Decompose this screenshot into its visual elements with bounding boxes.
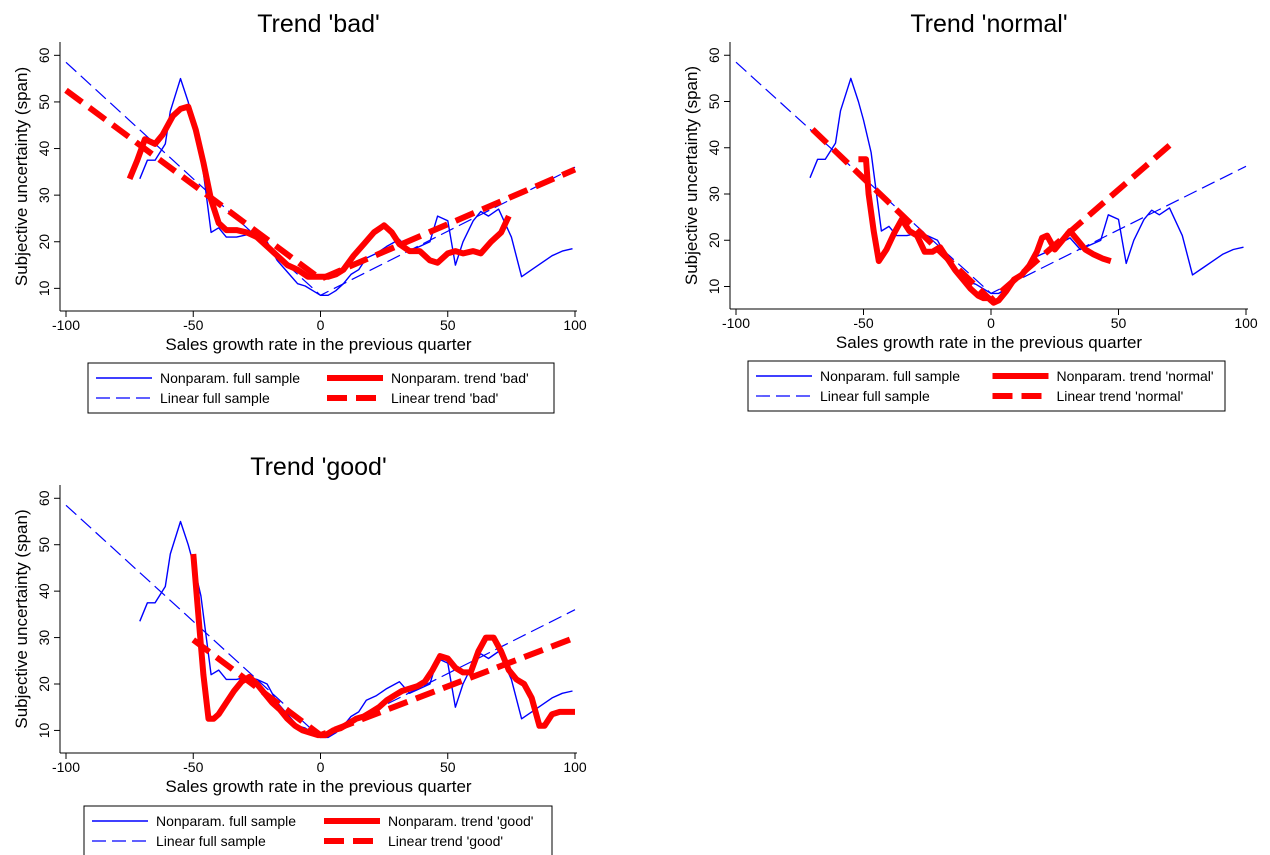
y-tick-label: 50 bbox=[36, 537, 52, 553]
x-tick-label: 50 bbox=[1111, 315, 1127, 331]
x-axis-title: Sales growth rate in the previous quarte… bbox=[836, 333, 1143, 352]
legend: Nonparam. full sample Nonparam. trend 'go… bbox=[83, 805, 553, 855]
legend-box bbox=[83, 805, 553, 855]
legend-label: Nonparam. trend 'good' bbox=[388, 813, 533, 829]
y-tick-label: 60 bbox=[706, 47, 722, 63]
legend-label: Linear full sample bbox=[156, 833, 266, 849]
x-tick-label: -100 bbox=[52, 317, 80, 333]
legend-label: Linear full sample bbox=[160, 390, 270, 406]
y-tick-label: 20 bbox=[36, 234, 52, 250]
y-axis-title: Subjective uncertainty (span) bbox=[12, 67, 31, 286]
legend-label: Nonparam. full sample bbox=[820, 368, 960, 384]
y-tick-label: 30 bbox=[706, 186, 722, 202]
x-tick-label: 100 bbox=[1234, 315, 1258, 331]
chart-title: Trend 'good' bbox=[250, 453, 387, 481]
x-tick-label: -50 bbox=[183, 317, 203, 333]
chart-panel-3: Trend 'good' -100 -50 0 50 100 10 20 30 40 50 60 Sal… bbox=[12, 453, 587, 855]
legend-label: Nonparam. full sample bbox=[156, 813, 296, 829]
x-tick-label: -100 bbox=[52, 759, 80, 775]
series-line-1 bbox=[809, 77, 1244, 295]
series-line-4 bbox=[191, 634, 577, 739]
series-line-4 bbox=[810, 127, 1172, 304]
legend-label: Linear full sample bbox=[820, 388, 930, 404]
y-axis-title: Subjective uncertainty (span) bbox=[682, 66, 701, 285]
y-tick-label: 50 bbox=[36, 94, 52, 110]
y-tick-label: 40 bbox=[706, 140, 722, 156]
x-tick-label: 50 bbox=[440, 759, 456, 775]
series-line-2 bbox=[65, 504, 576, 739]
x-tick-label: -100 bbox=[722, 315, 750, 331]
x-tick-label: -50 bbox=[183, 759, 203, 775]
x-axis-title: Sales growth rate in the previous quarte… bbox=[165, 777, 472, 796]
series-line-2 bbox=[735, 61, 1247, 294]
series-line-4 bbox=[64, 87, 577, 282]
y-tick-label: 10 bbox=[36, 280, 52, 296]
y-tick-label: 30 bbox=[36, 630, 52, 646]
chart-panel-2: Trend 'normal' -100 -50 0 50 100 10 20 30 40 50 60 S… bbox=[682, 10, 1258, 412]
y-tick-label: 10 bbox=[36, 722, 52, 738]
chart-title: Trend 'bad' bbox=[257, 10, 380, 38]
legend-box bbox=[747, 360, 1226, 412]
y-tick-label: 40 bbox=[36, 583, 52, 599]
legend-label: Nonparam. trend 'normal' bbox=[1057, 368, 1214, 384]
series-line-2 bbox=[65, 61, 576, 296]
legend-label: Nonparam. trend 'bad' bbox=[391, 370, 529, 386]
chart-title: Trend 'normal' bbox=[910, 10, 1067, 38]
y-tick-label: 50 bbox=[706, 94, 722, 110]
x-axis-title: Sales growth rate in the previous quarte… bbox=[165, 335, 472, 354]
legend-label: Nonparam. full sample bbox=[160, 370, 300, 386]
x-tick-label: 0 bbox=[317, 759, 325, 775]
y-tick-label: 60 bbox=[36, 490, 52, 506]
legend-label: Linear trend 'good' bbox=[388, 833, 503, 849]
y-tick-label: 40 bbox=[36, 141, 52, 157]
legend: Nonparam. full sample Nonparam. trend 'ba… bbox=[87, 362, 555, 414]
y-tick-label: 10 bbox=[706, 279, 722, 295]
y-tick-label: 60 bbox=[36, 47, 52, 63]
legend: Nonparam. full sample Nonparam. trend 'no… bbox=[747, 360, 1226, 412]
y-tick-label: 20 bbox=[36, 676, 52, 692]
x-tick-label: 0 bbox=[987, 315, 995, 331]
series-line-3 bbox=[126, 103, 512, 280]
y-axis-title: Subjective uncertainty (span) bbox=[12, 509, 31, 728]
x-tick-label: -50 bbox=[853, 315, 873, 331]
legend-label: Linear trend 'bad' bbox=[391, 390, 498, 406]
chart-panel-1: Trend 'bad' -100 -50 0 50 100 10 20 30 40 50 60 Sale… bbox=[12, 10, 587, 414]
series-line-3 bbox=[190, 553, 575, 739]
x-tick-label: 0 bbox=[317, 317, 325, 333]
y-tick-label: 20 bbox=[706, 232, 722, 248]
x-tick-label: 100 bbox=[563, 317, 587, 333]
x-tick-label: 50 bbox=[440, 317, 456, 333]
y-tick-label: 30 bbox=[36, 187, 52, 203]
legend-label: Linear trend 'normal' bbox=[1057, 388, 1184, 404]
x-tick-label: 100 bbox=[563, 759, 587, 775]
legend-box bbox=[87, 362, 555, 414]
series-line-3 bbox=[858, 156, 1112, 306]
